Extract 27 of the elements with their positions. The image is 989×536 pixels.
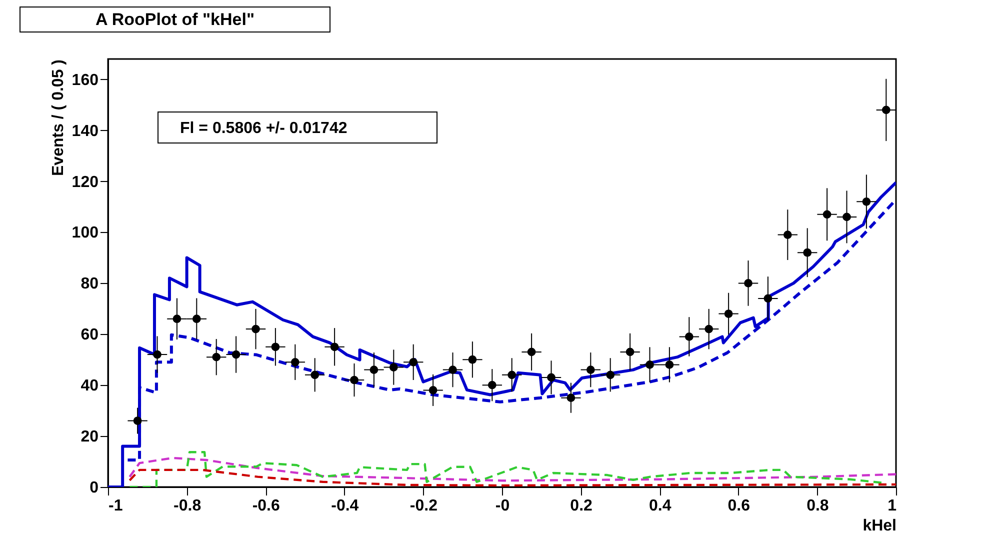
line-series — [128, 468, 896, 487]
x-tick-label: -1 — [108, 498, 123, 514]
y-tick-label: 140 — [72, 122, 99, 140]
y-tick-label: 120 — [72, 174, 99, 191]
x-tick-label: -0.2 — [410, 498, 438, 514]
y-tick-label: 80 — [80, 276, 99, 293]
y-tick-label: 0 — [90, 480, 99, 496]
y-axis-title: Events / ( 0.05 ) — [50, 60, 67, 176]
x-tick-label: 0.6 — [728, 498, 750, 514]
x-tick-label: -0.8 — [174, 498, 202, 514]
x-tick-label: 0.8 — [806, 498, 829, 514]
x-tick-label: -0.6 — [252, 498, 280, 514]
x-tick-label: -0 — [495, 498, 510, 514]
y-tick-label: 160 — [72, 72, 99, 89]
x-tick-label: 0.2 — [570, 498, 593, 514]
annotation: Fl = 0.5806 +/- 0.01742 — [180, 120, 348, 137]
y-tick-label: 60 — [80, 326, 99, 344]
y-tick-label: 40 — [80, 378, 99, 395]
line-series — [128, 451, 884, 487]
x-axis-title: kHel — [862, 518, 896, 534]
line-series — [128, 456, 896, 482]
x-tick-label: 0.4 — [648, 498, 672, 514]
y-tick-label: 100 — [72, 224, 99, 242]
chart-title: A RooPlot of "kHel" — [95, 10, 255, 29]
x-tick-label: -0.4 — [331, 498, 359, 514]
x-tick-label: 1 — [888, 498, 897, 514]
y-tick-label: 20 — [80, 428, 99, 446]
